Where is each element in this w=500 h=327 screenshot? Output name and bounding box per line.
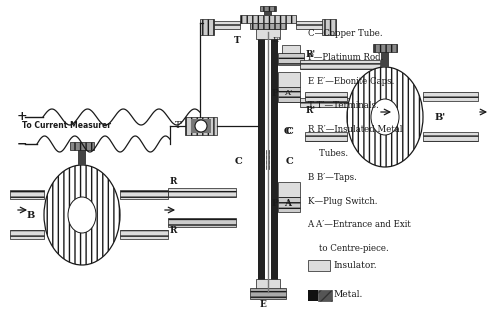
Text: R: R xyxy=(170,226,177,235)
Bar xyxy=(300,98,380,107)
Bar xyxy=(260,6,276,11)
Text: T T′—Terminals.: T T′—Terminals. xyxy=(308,101,378,110)
Text: R R′—Insulated Metal: R R′—Insulated Metal xyxy=(308,125,402,134)
Text: A A′—Entrance and Exit: A A′—Entrance and Exit xyxy=(308,220,411,230)
Bar xyxy=(373,44,397,52)
Bar xyxy=(278,53,304,65)
Bar xyxy=(120,190,168,199)
Bar xyxy=(120,230,168,239)
Bar xyxy=(278,182,300,197)
Text: Metal.: Metal. xyxy=(334,290,363,299)
Bar xyxy=(423,92,478,101)
Bar xyxy=(250,288,286,299)
Bar xyxy=(200,19,214,35)
Ellipse shape xyxy=(44,165,120,265)
Bar xyxy=(318,290,332,301)
Bar xyxy=(185,117,217,135)
Text: Insulator.: Insulator. xyxy=(334,261,377,270)
Text: R': R' xyxy=(306,106,316,115)
Text: E': E' xyxy=(273,36,281,44)
Bar xyxy=(308,260,330,271)
Bar xyxy=(296,21,333,29)
Text: C: C xyxy=(284,128,292,136)
Text: B': B' xyxy=(435,112,446,122)
Text: R': R' xyxy=(306,50,316,59)
Text: K—Plug Switch.: K—Plug Switch. xyxy=(308,197,377,206)
Bar xyxy=(305,132,347,141)
Text: B B′—Taps.: B B′—Taps. xyxy=(308,173,356,182)
Ellipse shape xyxy=(195,120,207,132)
Text: C: C xyxy=(286,158,294,166)
Bar xyxy=(256,279,280,289)
Text: A': A' xyxy=(284,89,292,97)
Bar xyxy=(278,197,300,212)
Text: E: E xyxy=(260,300,266,309)
Bar xyxy=(250,23,286,29)
Ellipse shape xyxy=(347,67,423,167)
Bar xyxy=(322,19,336,35)
Text: A: A xyxy=(284,199,291,208)
Bar xyxy=(278,87,300,102)
Text: To Current Measurer: To Current Measurer xyxy=(22,121,111,130)
Bar xyxy=(191,119,211,133)
Bar xyxy=(240,15,296,23)
Text: +: + xyxy=(17,111,28,124)
Text: C: C xyxy=(286,128,294,136)
Bar xyxy=(168,218,236,227)
Text: P: P xyxy=(272,199,279,208)
Text: R: R xyxy=(170,177,177,186)
Bar xyxy=(308,290,318,301)
Text: to Centre-piece.: to Centre-piece. xyxy=(308,244,388,253)
Bar xyxy=(300,60,380,69)
Text: T: T xyxy=(234,36,241,45)
Bar xyxy=(278,72,300,87)
Text: B: B xyxy=(27,211,35,219)
Bar xyxy=(10,230,44,239)
Bar xyxy=(282,45,300,55)
Text: P: P xyxy=(272,89,279,98)
Text: Tubes.: Tubes. xyxy=(308,149,348,158)
Bar xyxy=(264,10,272,16)
Bar xyxy=(271,32,278,292)
Text: E E′—Ebonite Caps.: E E′—Ebonite Caps. xyxy=(308,77,394,86)
Bar xyxy=(256,29,280,39)
Bar xyxy=(258,32,265,292)
Bar xyxy=(10,190,44,199)
Ellipse shape xyxy=(371,99,399,135)
Text: −: − xyxy=(17,137,28,150)
Bar xyxy=(168,188,236,197)
Text: P—Platinum Rod.: P—Platinum Rod. xyxy=(308,53,383,62)
Ellipse shape xyxy=(68,197,96,233)
Bar xyxy=(70,142,94,150)
Text: C: C xyxy=(234,158,242,166)
Bar xyxy=(423,132,478,141)
Text: C—Copper Tube.: C—Copper Tube. xyxy=(308,29,382,39)
Bar xyxy=(78,149,86,165)
Bar xyxy=(203,21,240,29)
Bar xyxy=(305,92,347,101)
Bar xyxy=(381,51,389,67)
Text: T': T' xyxy=(174,122,183,130)
